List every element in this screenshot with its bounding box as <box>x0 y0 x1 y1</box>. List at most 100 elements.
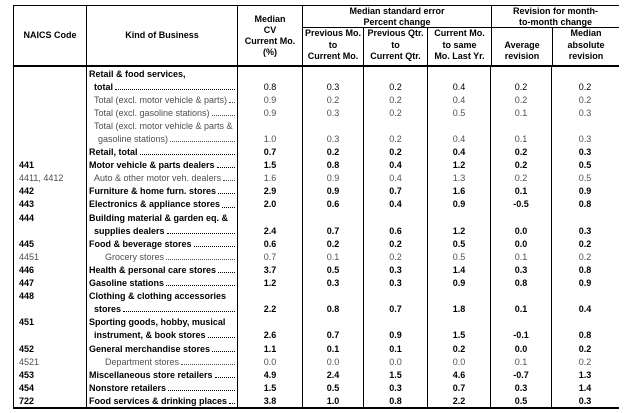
value-current-mo-to-same-mo-last-yr: 0.5 <box>428 250 491 264</box>
value-median-cv: 0.7 <box>238 145 303 159</box>
value-prev-mo-to-current-mo: 0.6 <box>303 197 364 212</box>
business-label: Electronics & appliance stores <box>89 199 221 210</box>
business-cell: total <box>87 80 238 94</box>
value-current-mo-to-same-mo-last-yr: 0.4 <box>428 145 491 159</box>
value-prev-qtr-to-current-qtr: 0.7 <box>364 302 428 316</box>
value-current-mo-to-same-mo-last-yr: 0.0 <box>428 355 491 369</box>
value-current-mo-to-same-mo-last-yr <box>428 289 491 303</box>
table-row: 444 Building material & garden eq. & <box>14 211 619 225</box>
dot-leader <box>212 350 235 352</box>
table-row: 452 General merchandise stores 1.1 0.1 0… <box>14 341 619 356</box>
value-prev-mo-to-current-mo: 0.7 <box>303 328 364 342</box>
value-median-absolute-revision: 0.3 <box>578 225 592 236</box>
naics-code-cell <box>14 145 87 159</box>
value-median-cv <box>238 211 303 225</box>
value-median-absolute-revision <box>552 316 618 329</box>
value-median-absolute-revision: 1.3 <box>578 369 592 380</box>
business-label: Total (excl. gasoline stations) <box>94 107 210 118</box>
value-prev-qtr-to-current-qtr: 0.3 <box>364 276 428 290</box>
value-median-absolute-revision <box>552 119 618 132</box>
value-median-cv: 1.2 <box>238 276 303 290</box>
value-median-cv: 0.6 <box>238 237 303 251</box>
naics-code-cell: 441 <box>14 158 87 172</box>
table-row: 448 Clothing & clothing accessories <box>14 289 619 303</box>
business-cell: Retail, total <box>87 145 238 159</box>
value-median-absolute-revision: 0.5 <box>578 173 592 184</box>
naics-code-cell: 722 <box>14 394 87 408</box>
value-average-revision: 0.2 <box>491 158 552 172</box>
business-label: Building material & garden eq. & <box>89 212 229 223</box>
value-median-absolute-revision: 0.3 <box>578 147 592 158</box>
value-median-absolute-revision: 0.2 <box>578 251 592 262</box>
table-row: 4411, 4412 Auto & other motor veh. deale… <box>14 171 619 185</box>
value-average-revision: 0.0 <box>491 341 552 356</box>
value-prev-qtr-to-current-qtr: 0.4 <box>364 197 428 212</box>
dot-leader <box>223 180 235 182</box>
value-median-absolute-revision: 0.2 <box>578 94 592 105</box>
value-prev-qtr-to-current-qtr <box>364 67 428 81</box>
value-median-cv: 2.0 <box>238 197 303 212</box>
value-median-absolute-revision: 0.3 <box>578 134 592 145</box>
table-row: Total (excl. motor vehicle & parts) 0.9 … <box>14 93 619 107</box>
business-label: Motor vehicle & parts dealers <box>89 160 215 171</box>
value-prev-mo-to-current-mo: 0.1 <box>303 250 364 264</box>
business-cell: Electronics & appliance stores <box>87 197 238 212</box>
value-current-mo-to-same-mo-last-yr: 1.8 <box>428 302 491 316</box>
table-row: 445 Food & beverage stores 0.6 0.2 0.2 0… <box>14 237 619 251</box>
business-label: Miscellaneous store retailers <box>89 369 213 380</box>
naics-code-cell: 446 <box>14 263 87 277</box>
table-row: 4451 Grocery stores 0.7 0.1 0.2 0.5 0.1 … <box>14 250 619 264</box>
value-average-revision: 0.1 <box>491 106 552 120</box>
value-prev-mo-to-current-mo: 0.5 <box>303 263 364 277</box>
value-prev-qtr-to-current-qtr: 1.5 <box>364 368 428 382</box>
business-label: Health & personal care stores <box>89 264 217 275</box>
value-average-revision: 0.2 <box>491 171 552 185</box>
table-row: gasoline stations) 1.0 0.3 0.2 0.4 0.1 0… <box>14 132 619 146</box>
value-median-cv: 1.0 <box>238 132 303 146</box>
value-median-cv <box>238 67 303 81</box>
value-median-cv: 2.4 <box>238 224 303 238</box>
business-cell: Retail & food services, <box>87 67 238 81</box>
dot-leader <box>181 363 235 365</box>
value-prev-qtr-to-current-qtr: 0.2 <box>364 106 428 120</box>
business-cell: Building material & garden eq. & <box>87 211 238 225</box>
value-median-absolute-revision <box>552 290 618 303</box>
value-prev-mo-to-current-mo <box>303 211 364 225</box>
value-current-mo-to-same-mo-last-yr <box>428 119 491 133</box>
value-median-cv: 4.9 <box>238 368 303 382</box>
value-median-absolute-revision <box>552 211 618 224</box>
value-prev-mo-to-current-mo: 0.3 <box>303 80 364 94</box>
business-cell: Clothing & clothing accessories <box>87 289 238 303</box>
business-cell: Food services & drinking places <box>87 394 238 408</box>
business-label: Total (excl. motor vehicle & parts & <box>94 120 233 131</box>
business-label: Retail, total <box>89 147 138 158</box>
value-prev-mo-to-current-mo: 0.2 <box>303 237 364 251</box>
business-cell: Food & beverage stores <box>87 237 238 251</box>
value-median-cv: 1.5 <box>238 158 303 172</box>
value-prev-qtr-to-current-qtr <box>364 211 428 225</box>
value-prev-mo-to-current-mo <box>303 67 364 81</box>
header-group-revision-title: Revision for month- to-month change <box>492 6 619 28</box>
value-prev-qtr-to-current-qtr: 0.8 <box>364 394 428 408</box>
header-group-standard-error: Median standard error Percent change Pre… <box>303 6 492 66</box>
value-median-cv: 3.8 <box>238 394 303 408</box>
value-average-revision: 0.3 <box>491 381 552 395</box>
value-prev-mo-to-current-mo: 0.3 <box>303 276 364 290</box>
value-average-revision <box>491 315 552 329</box>
dot-leader <box>139 154 235 156</box>
naics-code-cell: 448 <box>14 289 87 303</box>
value-current-mo-to-same-mo-last-yr: 0.4 <box>428 80 491 94</box>
dot-leader <box>166 258 235 260</box>
value-current-mo-to-same-mo-last-yr: 0.5 <box>428 106 491 120</box>
value-current-mo-to-same-mo-last-yr: 0.4 <box>428 132 491 146</box>
naics-code-cell: 442 <box>14 184 87 198</box>
business-cell: Health & personal care stores <box>87 263 238 277</box>
dot-leader <box>222 206 235 208</box>
business-label: Food services & drinking places <box>89 395 228 406</box>
value-current-mo-to-same-mo-last-yr: 1.3 <box>428 171 491 185</box>
naics-code-cell: 447 <box>14 276 87 290</box>
value-median-cv: 1.1 <box>238 341 303 356</box>
naics-code-cell <box>14 93 87 107</box>
business-cell: Furniture & home furn. stores <box>87 184 238 198</box>
table-row: 451 Sporting goods, hobby, musical <box>14 315 619 329</box>
